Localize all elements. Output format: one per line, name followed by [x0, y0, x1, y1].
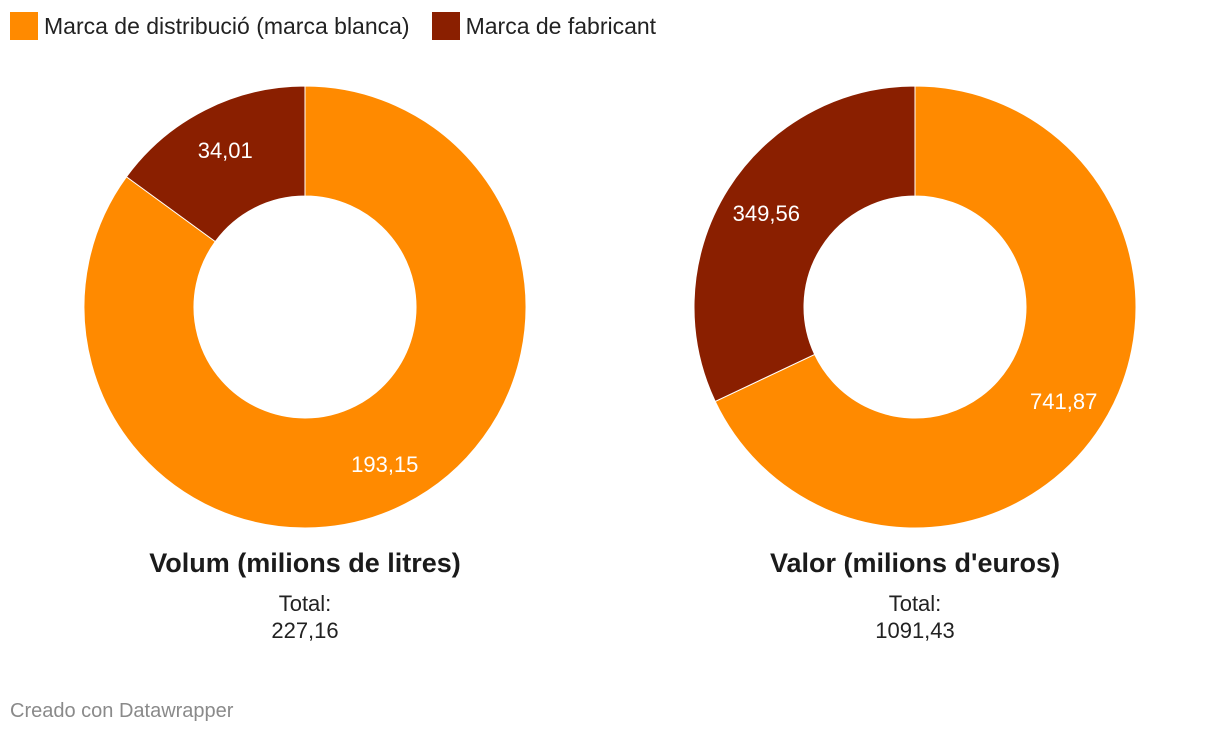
legend: Marca de distribució (marca blanca) Marc…: [10, 12, 656, 40]
total-value-value: 1091,43: [875, 618, 955, 643]
legend-item-private-label: Marca de distribució (marca blanca): [10, 12, 410, 40]
legend-label-private-label: Marca de distribució (marca blanca): [44, 12, 410, 39]
legend-swatch-manufacturer: [431, 12, 460, 40]
total-label-value: Total:: [888, 591, 942, 616]
slice-value-manufacturer: [693, 85, 916, 403]
total-value-volume: 227,16: [271, 618, 339, 643]
slice-label-value-manufacturer: 349,56: [733, 201, 800, 226]
slice-volume-private-label: [83, 85, 527, 529]
footer-credit: Creado con Datawrapper: [10, 700, 234, 722]
slice-label-value-private-label: 741,87: [1030, 389, 1097, 414]
chart-title-volume: Volum (milions de litres): [149, 548, 461, 578]
legend-swatch-private-label: [10, 12, 38, 40]
slice-value-private-label: [714, 85, 1137, 529]
chart-total-volume: Total: 227,16: [55, 590, 555, 644]
chart-title-value: Valor (milions d'euros): [770, 548, 1060, 578]
legend-item-manufacturer: Marca de fabricant: [431, 12, 657, 40]
chart-total-value: Total: 1091,43: [665, 590, 1165, 644]
legend-label-manufacturer: Marca de fabricant: [465, 12, 657, 39]
slice-volume-manufacturer: [125, 85, 306, 243]
slice-label-volume-manufacturer: 34,01: [198, 138, 253, 163]
total-label-volume: Total:: [278, 591, 332, 616]
slice-label-volume-private-label: 193,15: [351, 452, 418, 477]
